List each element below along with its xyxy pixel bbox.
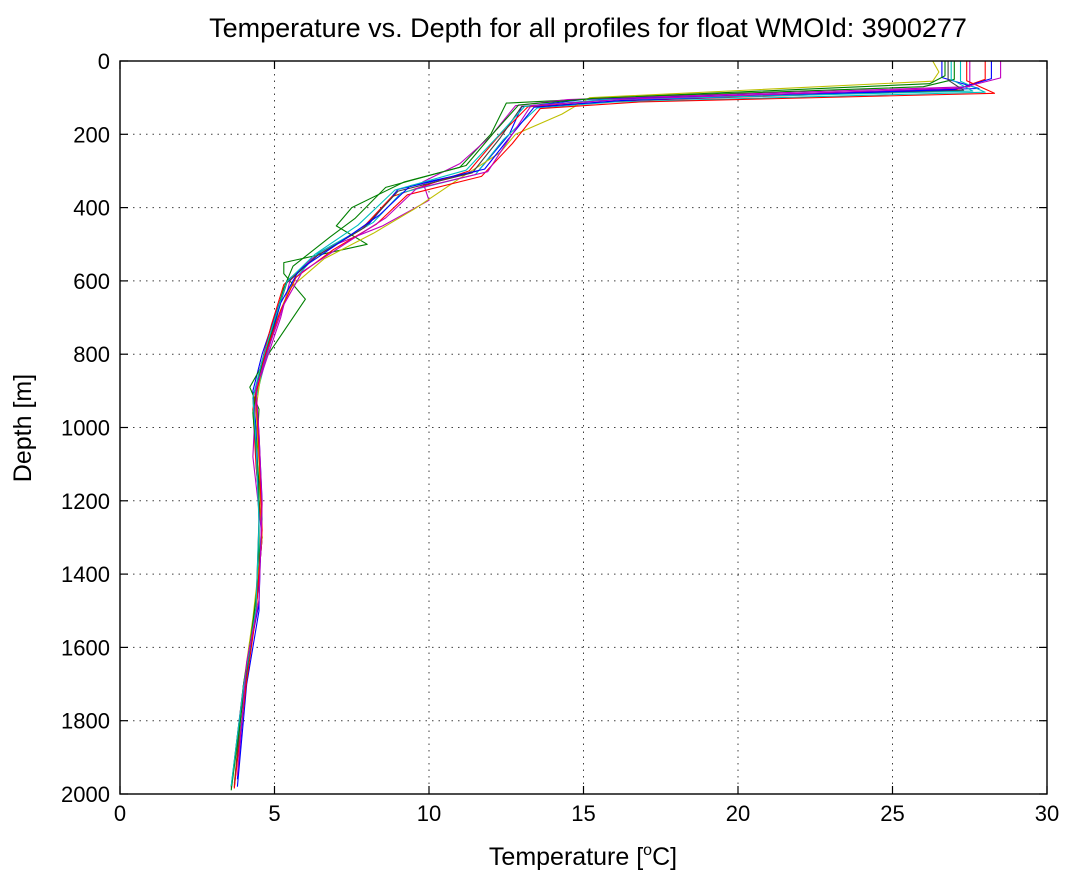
y-tick-label: 200 bbox=[73, 122, 110, 147]
axis-ticks: 0 5 10 15 20 25 30 0 200 400 600 800 1000 1200 1400 160… bbox=[61, 49, 1059, 826]
x-axis-label-superscript: o bbox=[643, 842, 652, 859]
y-tick-label: 1800 bbox=[61, 709, 110, 734]
profile-line-11 bbox=[230, 61, 974, 786]
y-tick-label: 1200 bbox=[61, 489, 110, 514]
profile-line-10 bbox=[233, 61, 996, 788]
x-tick-label: 15 bbox=[571, 801, 595, 826]
y-tick-label: 1600 bbox=[61, 635, 110, 660]
x-axis-label: Temperature [oC] bbox=[489, 842, 677, 871]
y-tick-label: 600 bbox=[73, 269, 110, 294]
y-tick-label: 800 bbox=[73, 342, 110, 367]
profile-line-12 bbox=[236, 61, 1002, 776]
x-tick-label: 10 bbox=[417, 801, 441, 826]
y-axis-label: Depth [m] bbox=[9, 374, 37, 482]
x-axis-label-main: Temperature [ bbox=[489, 843, 643, 871]
profile-line-9 bbox=[230, 61, 946, 791]
x-axis-label-unit: C] bbox=[652, 843, 677, 871]
y-tick-label: 1000 bbox=[61, 416, 110, 441]
x-tick-label: 5 bbox=[268, 801, 280, 826]
profile-series bbox=[230, 60, 1002, 791]
x-tick-label: 20 bbox=[726, 801, 750, 826]
x-tick-label: 0 bbox=[114, 801, 126, 826]
y-tick-label: 1400 bbox=[61, 562, 110, 587]
chart-title: Temperature vs. Depth for all profiles f… bbox=[209, 13, 967, 43]
x-tick-label: 25 bbox=[880, 801, 904, 826]
x-tick-label: 30 bbox=[1035, 801, 1059, 826]
y-tick-label: 400 bbox=[73, 196, 110, 221]
y-tick-label: 2000 bbox=[61, 782, 110, 807]
y-tick-label: 0 bbox=[98, 49, 110, 74]
